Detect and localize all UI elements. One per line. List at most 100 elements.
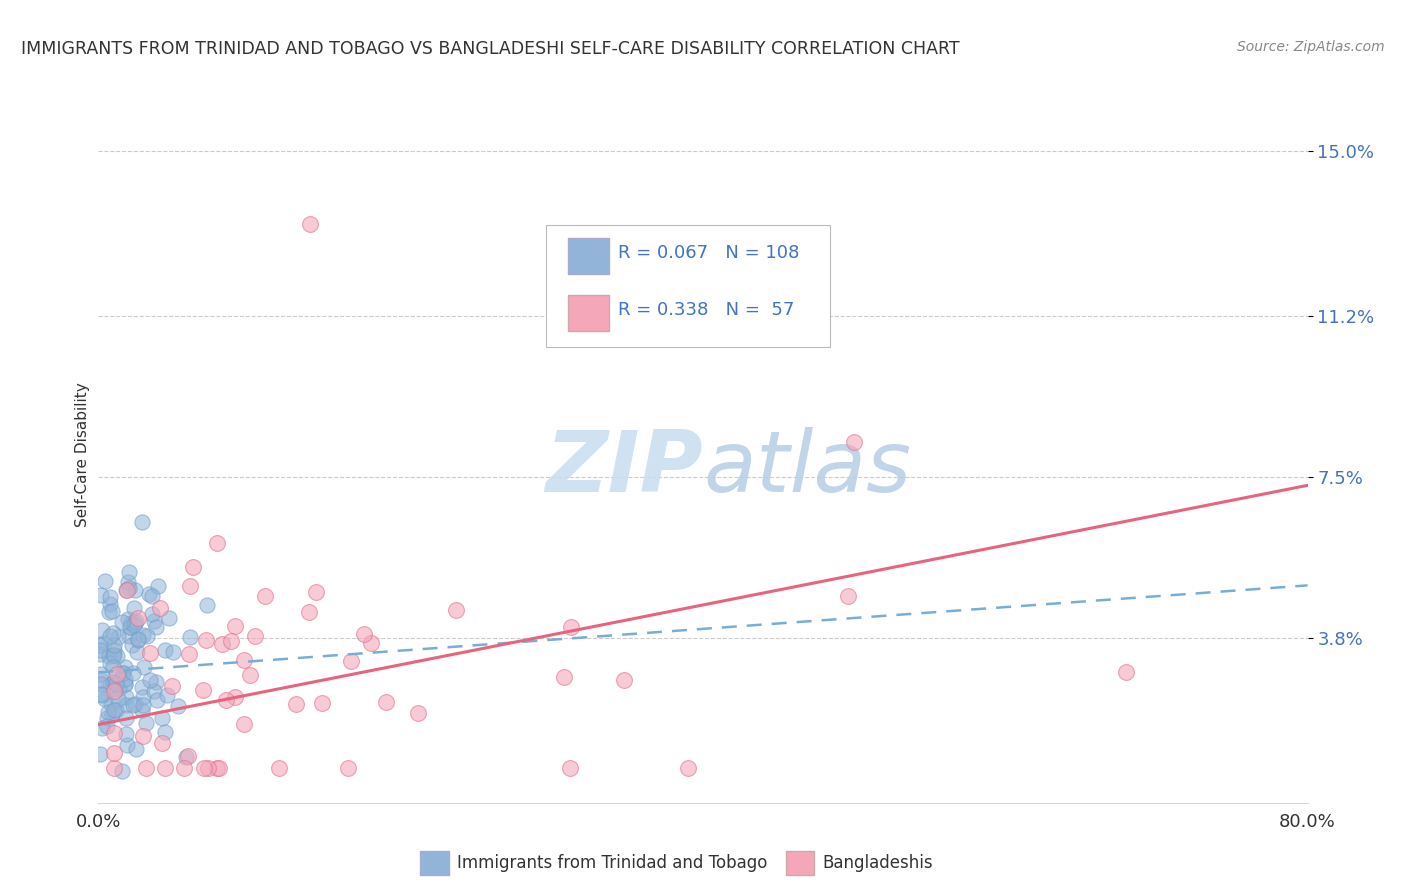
Point [239, 668, 262, 682]
Point [219, 633, 242, 648]
Point [103, 684, 125, 698]
Point [112, 666, 135, 681]
Point [143, 684, 166, 698]
Point [127, 611, 149, 625]
Point [89, 747, 111, 761]
Point [90, 687, 112, 701]
Point [103, 726, 125, 740]
Point [103, 676, 125, 690]
Point [553, 670, 575, 684]
Point [114, 690, 136, 704]
Point [837, 589, 859, 603]
Point [195, 598, 218, 612]
Point [205, 761, 228, 775]
Point [167, 699, 190, 714]
Point [181, 559, 204, 574]
Point [205, 535, 228, 549]
Point [131, 698, 153, 712]
Point [90, 676, 112, 690]
Point [844, 434, 866, 449]
Point [179, 630, 201, 644]
Point [208, 761, 231, 775]
Point [89, 639, 111, 653]
Point [107, 630, 129, 644]
Point [145, 620, 167, 634]
Point [124, 582, 146, 597]
Point [139, 646, 162, 660]
Point [193, 761, 215, 775]
Point [104, 676, 127, 690]
Point [121, 665, 143, 680]
Point [127, 632, 149, 646]
Point [299, 218, 322, 232]
Point [124, 601, 146, 615]
Point [145, 693, 167, 707]
Point [131, 515, 153, 529]
Point [285, 698, 308, 712]
Point [136, 629, 159, 643]
Point [153, 724, 176, 739]
Point [90, 667, 112, 681]
Point [117, 565, 139, 579]
Point [132, 659, 155, 673]
Point [115, 582, 138, 597]
Point [115, 583, 138, 598]
Point [90, 588, 112, 602]
Point [117, 575, 139, 590]
Point [121, 638, 143, 652]
Point [197, 761, 219, 775]
FancyBboxPatch shape [568, 238, 609, 274]
Point [115, 727, 138, 741]
Point [132, 628, 155, 642]
Point [125, 614, 148, 628]
Point [96, 705, 118, 719]
Point [340, 654, 363, 668]
Point [177, 749, 200, 764]
Point [90, 623, 112, 637]
Point [100, 697, 122, 711]
Point [114, 698, 136, 713]
Point [156, 688, 179, 702]
Point [233, 653, 256, 667]
Point [211, 637, 233, 651]
Point [98, 590, 121, 604]
Point [215, 693, 238, 707]
Point [444, 603, 467, 617]
Point [360, 635, 382, 649]
Point [107, 691, 129, 706]
Point [195, 633, 218, 648]
Y-axis label: Self-Care Disability: Self-Care Disability [75, 383, 90, 527]
Point [560, 620, 582, 634]
Point [131, 681, 153, 695]
Point [118, 629, 141, 643]
Point [232, 716, 254, 731]
Point [127, 645, 149, 659]
Point [145, 674, 167, 689]
Point [613, 673, 636, 687]
Point [124, 741, 146, 756]
Point [179, 578, 201, 592]
Text: R = 0.338   N =  57: R = 0.338 N = 57 [619, 301, 794, 319]
Point [108, 681, 131, 695]
Point [149, 600, 172, 615]
Point [89, 647, 111, 661]
Point [118, 620, 141, 634]
Point [96, 719, 118, 733]
Point [132, 690, 155, 704]
Point [98, 648, 121, 663]
Point [103, 642, 125, 657]
Point [90, 673, 112, 687]
Point [353, 627, 375, 641]
Point [103, 638, 125, 652]
Point [138, 587, 160, 601]
Point [224, 619, 246, 633]
Point [124, 697, 146, 711]
Point [103, 761, 125, 775]
Point [117, 612, 139, 626]
Point [135, 761, 157, 775]
Point [174, 750, 197, 764]
Point [107, 667, 129, 681]
Point [105, 648, 128, 663]
Point [298, 606, 321, 620]
Point [173, 761, 195, 775]
